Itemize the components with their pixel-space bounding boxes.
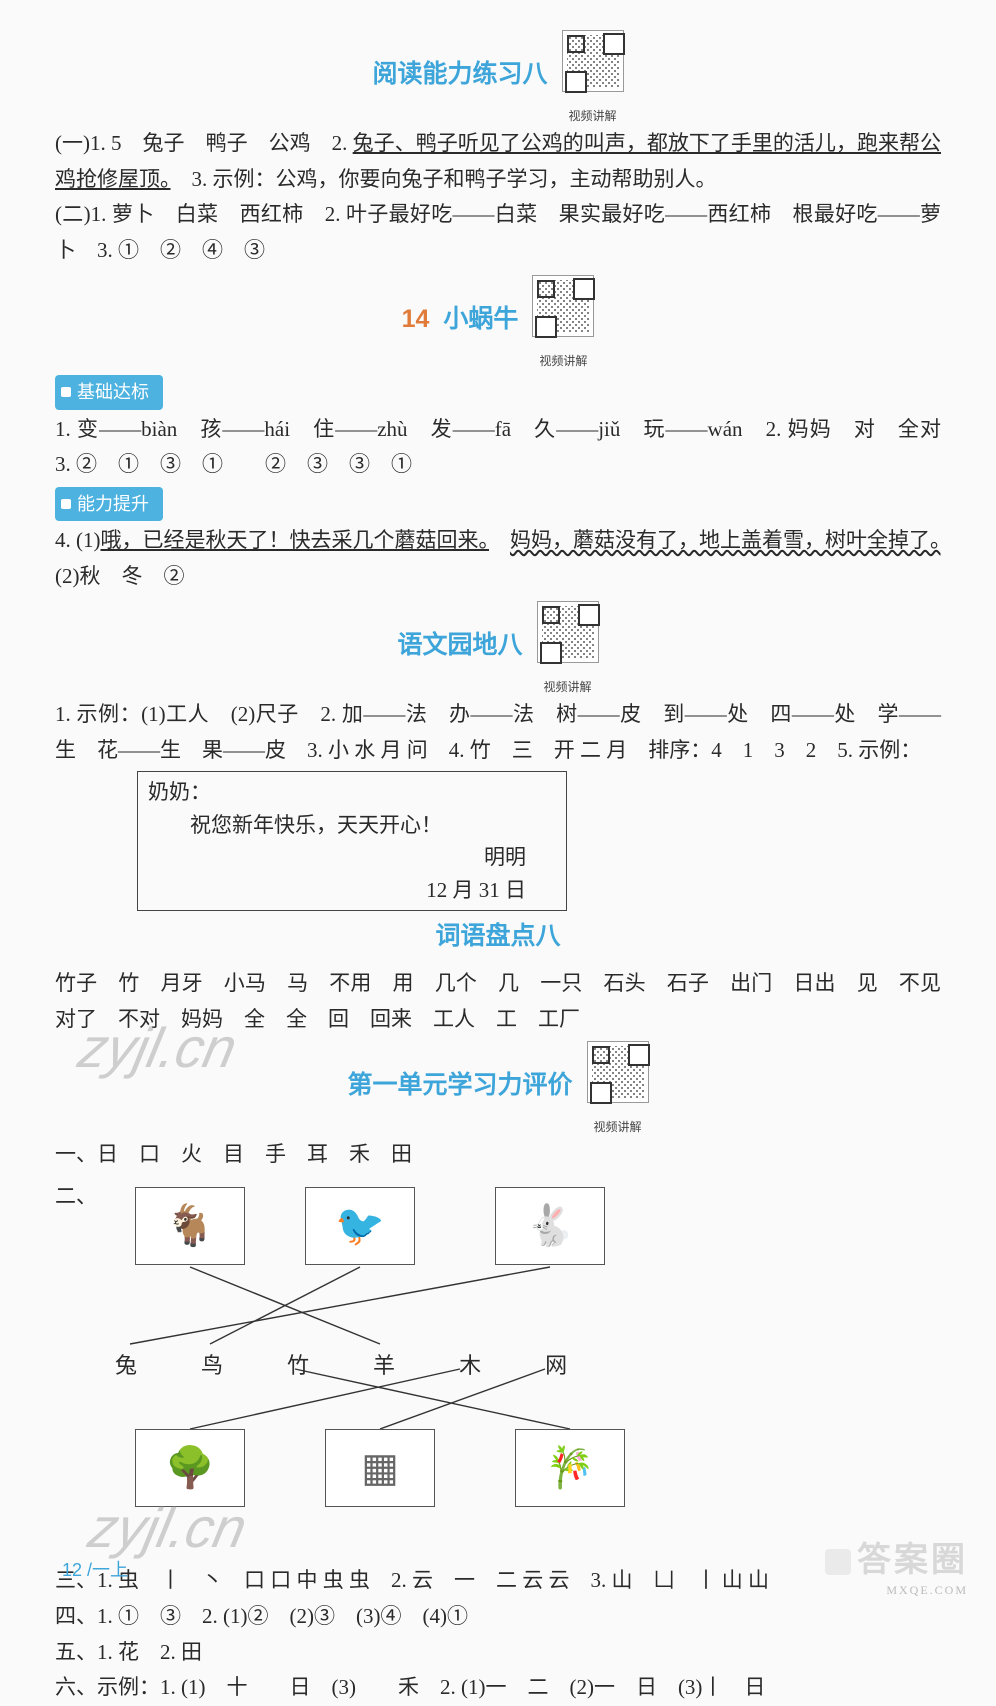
s2-p2: 4. (1)哦，已经是秋天了！快去采几个蘑菇回来。 妈妈，蘑菇没有了，地上盖着雪… — [55, 523, 941, 594]
s2-p2c — [489, 528, 510, 552]
qr-icon — [532, 275, 594, 337]
s1-p1a: (一)1. 5 兔子 鸭子 公鸡 2. — [55, 131, 353, 155]
s2-p1: 1. 变——biàn 孩——hái 住——zhù 发——fā 久——jiǔ 玩—… — [55, 412, 941, 483]
section-title-2: 14 小蜗牛 视频讲解 — [55, 275, 941, 371]
section-title-5: 第一单元学习力评价 视频讲解 — [55, 1041, 941, 1137]
diagram-char: 竹 — [287, 1347, 309, 1384]
qr-yuandi-8[interactable]: 视频讲解 — [537, 601, 599, 697]
diagram-char: 兔 — [115, 1347, 137, 1384]
note-line-4: 12 月 31 日 — [148, 874, 556, 907]
title-unit1-eval: 第一单元学习力评价 — [347, 1064, 572, 1107]
s5-l5: 五、1. 花 2. 田 — [55, 1635, 941, 1671]
qr-label: 视频讲解 — [537, 677, 599, 697]
badge-ability: 能力提升 — [55, 487, 163, 522]
qr-icon — [562, 30, 624, 92]
note-card: 奶奶： 祝您新年快乐，天天开心！ 明明 12 月 31 日 — [137, 771, 567, 911]
qr-label: 视频讲解 — [532, 351, 594, 371]
diagram-char: 羊 — [373, 1347, 395, 1384]
qr-unit1[interactable]: 视频讲解 — [587, 1041, 649, 1137]
matching-diagram: 🐐 🐦 🐇 🌳 ▦ 🎋 兔 鸟 竹 羊 木 网 — [95, 1179, 941, 1559]
brand-sub: MXQE.COM — [886, 1580, 968, 1600]
qr-label: 视频讲解 — [587, 1117, 649, 1137]
note-line-3: 明明 — [148, 841, 556, 874]
s1-para1: (一)1. 5 兔子 鸭子 公鸡 2. 兔子、鸭子听见了公鸡的叫声，都放下了手里… — [55, 126, 941, 197]
s5-l4: 四、1. ① ③ 2. (1)② (2)③ (3)④ (4)① — [55, 1599, 941, 1635]
qr-snail[interactable]: 视频讲解 — [532, 275, 594, 371]
s2-p2d: 妈妈，蘑菇没有了，地上盖着雪，树叶全掉了。 — [510, 528, 941, 552]
qr-label: 视频讲解 — [562, 106, 624, 126]
badge-basics: 基础达标 — [55, 375, 163, 410]
s5-l6: 六、示例：1. (1) 十 日 (3) 禾 2. (1)一 二 (2)一 日 (… — [55, 1670, 941, 1706]
diagram-image-top: 🐐 — [135, 1187, 245, 1265]
s5-l2-lead: 二、 — [55, 1179, 97, 1215]
title-snail: 小蜗牛 — [443, 298, 518, 341]
diagram-image-bottom: 🎋 — [515, 1429, 625, 1507]
qr-icon — [587, 1041, 649, 1103]
page-number: 12 /一上 — [62, 1555, 128, 1586]
s2-p2a: 4. (1) — [55, 528, 101, 552]
diagram-image-bottom: ▦ — [325, 1429, 435, 1507]
title-reading-8: 阅读能力练习八 — [372, 53, 547, 96]
s2-p2b: 哦，已经是秋天了！快去采几个蘑菇回来。 — [101, 528, 490, 552]
s3-p1: 1. 示例：(1)工人 (2)尺子 2. 加——法 办——法 树——皮 到——处… — [55, 697, 941, 768]
diagram-char: 网 — [545, 1347, 567, 1384]
diagram-image-top: 🐦 — [305, 1187, 415, 1265]
title-words-8: 词语盘点八 — [55, 915, 941, 958]
s5-l1: 一、日 口 火 目 手 耳 禾 田 — [55, 1137, 941, 1173]
diagram-image-bottom: 🌳 — [135, 1429, 245, 1507]
diagram-char: 鸟 — [201, 1347, 223, 1384]
title-yuandi-8: 语文园地八 — [397, 624, 522, 667]
diagram-char-row: 兔鸟竹羊木网 — [115, 1347, 567, 1384]
qr-reading-8[interactable]: 视频讲解 — [562, 30, 624, 126]
s4-p1: 竹子 竹 月牙 小马 马 不用 用 几个 几 一只 石头 石子 出门 日出 见 … — [55, 966, 941, 1037]
note-line-1: 奶奶： — [148, 776, 556, 809]
note-line-2: 祝您新年快乐，天天开心！ — [148, 809, 556, 842]
section-title-1: 阅读能力练习八 视频讲解 — [55, 30, 941, 126]
section-title-3: 语文园地八 视频讲解 — [55, 601, 941, 697]
s1-p1c: 3. 示例：公鸡，你要向兔子和鸭子学习，主动帮助别人。 — [171, 167, 717, 191]
lesson-num: 14 — [402, 298, 430, 341]
s5-l3: 三、1. 虫 丨 丶 口 口 中 虫 虫 2. 云 一 二 云 云 3. 山 凵… — [55, 1563, 941, 1599]
diagram-char: 木 — [459, 1347, 481, 1384]
diagram-image-top: 🐇 — [495, 1187, 605, 1265]
qr-icon — [537, 601, 599, 663]
s1-para2: (二)1. 萝卜 白菜 西红柿 2. 叶子最好吃——白菜 果实最好吃——西红柿 … — [55, 197, 941, 268]
